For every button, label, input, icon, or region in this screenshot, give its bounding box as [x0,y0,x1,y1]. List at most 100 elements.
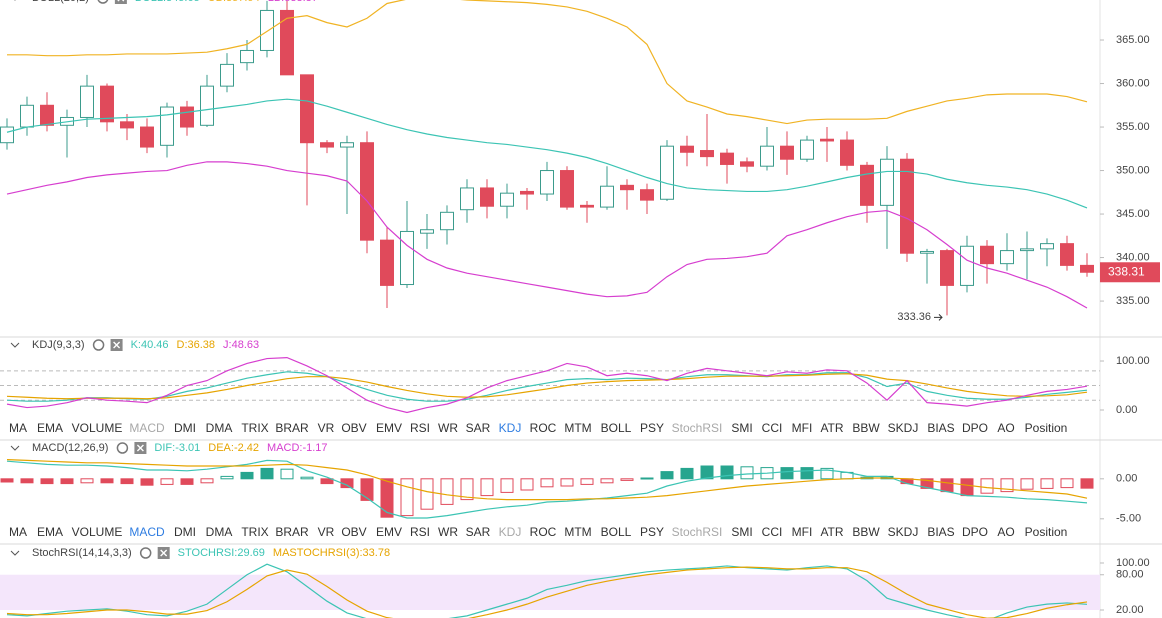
level-band [0,574,1100,611]
indicator-tab[interactable]: ROC [530,525,557,539]
macd-bar [480,478,494,497]
indicator-tab[interactable]: BOLL [601,421,632,435]
indicator-tab[interactable]: BOLL [601,525,632,539]
indicator-tab[interactable]: RSI [410,525,430,539]
macd-bar [160,478,174,485]
macd-bar [920,478,934,489]
macd-bar [320,478,334,485]
pane [0,0,1094,316]
indicator-tab[interactable]: WR [438,421,458,435]
pane [0,459,1094,519]
indicator-tab[interactable]: OBV [341,525,366,539]
indicator-tab[interactable]: OBV [341,421,366,435]
indicator-tab[interactable]: BRAR [275,525,309,539]
indicator-tab[interactable]: PSY [640,525,664,539]
indicator-tab[interactable]: EMV [376,525,402,539]
y-tick-label: 355.00 [1116,121,1150,133]
macd-bar [120,478,134,485]
indicator-tab[interactable]: KDJ [499,421,522,435]
collapse-caret [10,342,20,348]
indicator-tab[interactable]: RSI [410,421,430,435]
macd-bar [460,478,474,501]
indicator-tab[interactable]: MA [9,525,27,539]
candle-body [1040,243,1054,250]
indicator-tab[interactable]: Position [1025,421,1068,435]
macd-bar [200,478,214,484]
indicator-tab[interactable]: CCI [762,525,783,539]
indicator-tab[interactable]: DMA [206,421,233,435]
indicator-tab[interactable]: AO [997,525,1014,539]
indicator-tab[interactable]: SAR [466,525,491,539]
indicator-tab[interactable]: MFI [792,421,813,435]
indicator-tab[interactable]: MFI [792,525,813,539]
indicator-tab[interactable]: BIAS [927,421,954,435]
indicator-tab[interactable]: MA [9,421,27,435]
indicator-tab[interactable]: ATR [820,525,843,539]
indicator-tab[interactable]: WR [438,525,458,539]
indicator-tab[interactable]: SAR [466,421,491,435]
candle-body [700,150,714,158]
indicator-tab[interactable]: BBW [852,525,880,539]
candle-body [480,187,494,207]
legend-entry: DEA:-2.42 [208,442,259,454]
indicator-tab[interactable]: BRAR [275,421,309,435]
indicator-tab[interactable]: EMV [376,421,402,435]
indicator-tab[interactable]: TRIX [241,525,268,539]
macd-bar [1080,478,1094,489]
candle-body [740,161,754,167]
indicator-tab[interactable]: MTM [564,525,591,539]
macd-bar [420,478,434,510]
indicator-tab[interactable]: SKDJ [888,525,919,539]
indicator-tab[interactable]: EMA [37,525,63,539]
pane [0,563,1100,618]
indicator-tab[interactable]: DMI [174,525,196,539]
macd-bar [180,478,194,485]
macd-bar [60,478,74,485]
low-arrow [934,313,943,321]
indicator-tab[interactable]: DMI [174,421,196,435]
candle-body [820,138,834,142]
candle-body [680,145,694,153]
y-tick-label: 360.00 [1116,77,1150,89]
indicator-tab[interactable]: Position [1025,525,1068,539]
indicator-tab[interactable]: VR [318,421,335,435]
indicator-tab[interactable]: StochRSI [672,525,723,539]
macd-bar [580,478,594,485]
indicator-tab[interactable]: BBW [852,421,880,435]
indicator-tab[interactable]: SMI [731,421,752,435]
indicator-tab[interactable]: AO [997,421,1014,435]
indicator-tab[interactable]: SKDJ [888,421,919,435]
indicator-tab[interactable]: VOLUME [72,525,123,539]
indicator-tab[interactable]: MTM [564,421,591,435]
indicator-tab[interactable]: SMI [731,525,752,539]
indicator-tab[interactable]: ROC [530,421,557,435]
indicator-tab[interactable]: DPO [962,525,988,539]
macd-bar [500,478,514,493]
indicator-tab[interactable]: EMA [37,421,63,435]
indicator-tab[interactable]: MACD [129,421,165,435]
candle-body [1060,243,1074,266]
y-tick-label: 340.00 [1116,251,1150,263]
indicator-tab[interactable]: VOLUME [72,421,123,435]
indicator-tab[interactable]: BIAS [927,525,954,539]
indicator-tab[interactable]: CCI [762,421,783,435]
last-price-tag [1100,262,1160,283]
indicator-tab[interactable]: KDJ [499,525,522,539]
indicator-tab[interactable]: VR [318,525,335,539]
macd-bar [1040,478,1054,489]
indicator-tab[interactable]: DPO [962,421,988,435]
legend-entry: MASTOCHRSI(3):33.78 [273,547,390,559]
close-icon [114,0,127,4]
indicator-tab[interactable]: PSY [640,421,664,435]
macd-bar [820,467,834,480]
indicator-tab[interactable]: TRIX [241,421,268,435]
collapse-caret [10,550,20,556]
indicator-tab[interactable]: DMA [206,525,233,539]
macd-bar [740,466,754,480]
legend-entry: K:40.46 [131,339,169,351]
indicator-tab[interactable]: StochRSI [672,421,723,435]
indicator-tab[interactable]: MACD [129,525,165,539]
close-cross [136,444,144,452]
indicator-tab[interactable]: ATR [820,421,843,435]
